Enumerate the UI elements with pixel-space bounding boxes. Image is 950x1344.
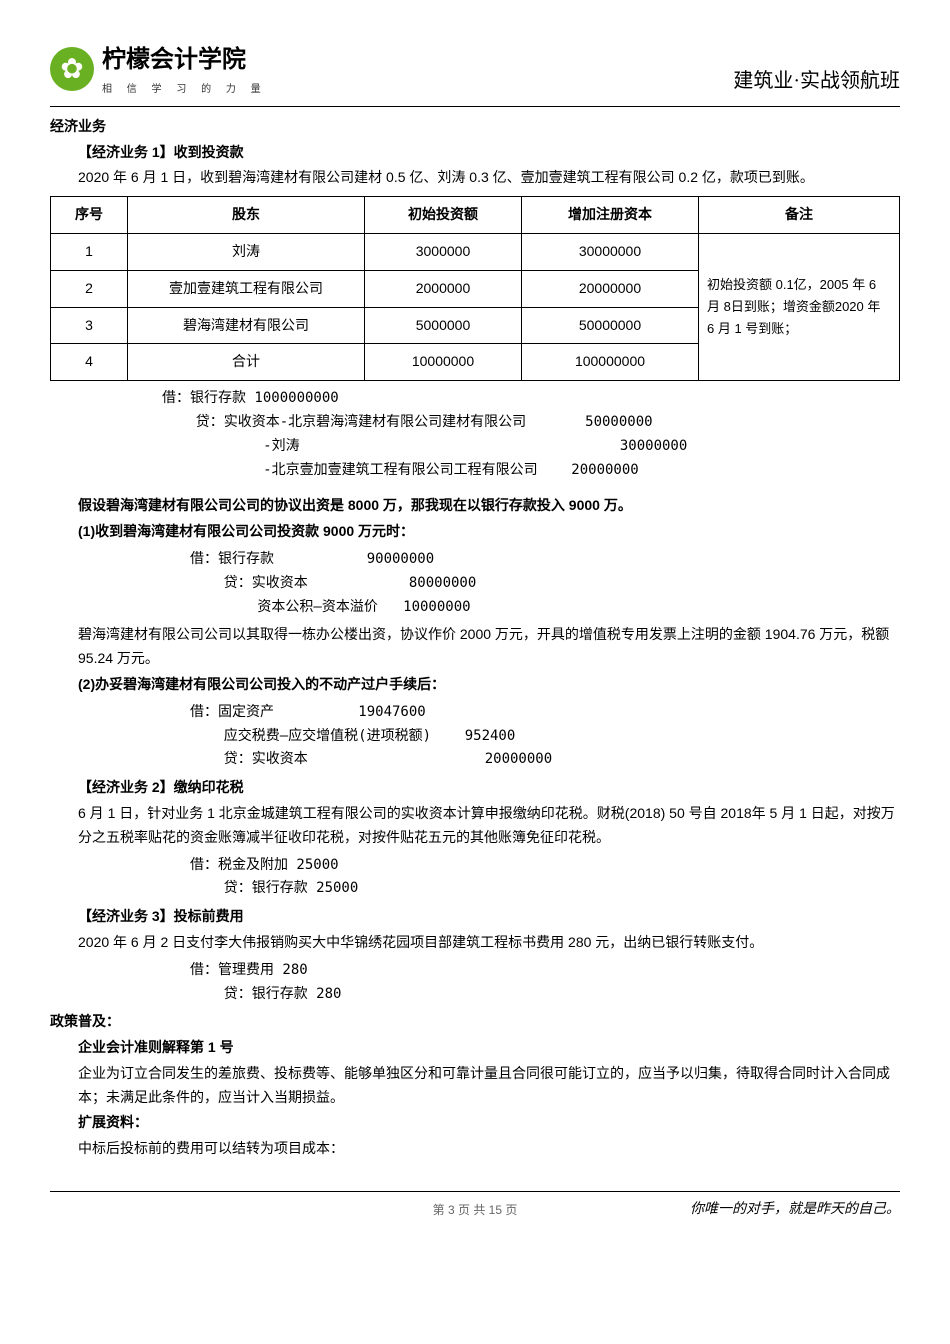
entry-line: 贷：实收资本 20000000 [190, 748, 900, 772]
entry-line: 贷：银行存款 280 [190, 983, 900, 1007]
cell: 合计 [128, 344, 365, 381]
cell: 1 [51, 233, 128, 270]
cell-remark: 初始投资额 0.1亿，2005 年 6 月 8日到账；增资金额2020 年 6 … [699, 233, 900, 380]
biz2-title: 【经济业务 2】缴纳印花税 [78, 776, 900, 800]
logo-text: 柠檬会计学院 相 信 学 习 的 力 量 [102, 40, 267, 98]
policy-ext-body: 中标后投标前的费用可以结转为项目成本： [78, 1137, 900, 1161]
th-increase: 增加注册资本 [522, 197, 699, 234]
policy-sub: 企业会计准则解释第 1 号 [78, 1036, 900, 1060]
entry-line: 借：银行存款 90000000 [190, 548, 900, 572]
page-footer: 第 3 页 共 15 页 你唯一的对手，就是昨天的自己。 [50, 1191, 900, 1222]
cell: 10000000 [365, 344, 522, 381]
entry-line: 借：管理费用 280 [190, 959, 900, 983]
entry-block-c: 借：固定资产 19047600 应交税费—应交增值税(进项税额) 952400 … [190, 701, 900, 772]
entry-block-d: 借：税金及附加 25000 贷：银行存款 25000 [190, 854, 900, 902]
entry-line: 借：税金及附加 25000 [190, 854, 900, 878]
policy-ext-title: 扩展资料： [78, 1111, 900, 1135]
entry-line: -刘涛 30000000 [162, 435, 900, 459]
biz1-sub1-title: (1)收到碧海湾建材有限公司公司投资款 9000 万元时： [78, 520, 900, 544]
biz1-sub2-title: (2)办妥碧海湾建材有限公司公司投入的不动产过户手续后： [78, 673, 900, 697]
cell: 20000000 [522, 270, 699, 307]
cell: 壹加壹建筑工程有限公司 [128, 270, 365, 307]
entry-line: 借：固定资产 19047600 [190, 701, 900, 725]
header-right: 建筑业·实战领航班 [733, 64, 900, 98]
entry-line: 借：银行存款 1000000000 [162, 387, 900, 411]
th-shareholder: 股东 [128, 197, 365, 234]
cell: 刘涛 [128, 233, 365, 270]
biz1-title: 【经济业务 1】收到投资款 [78, 141, 900, 165]
cell: 30000000 [522, 233, 699, 270]
entry-line: 资本公积—资本溢价 10000000 [190, 596, 900, 620]
entry-line: 贷：银行存款 25000 [190, 877, 900, 901]
cell: 50000000 [522, 307, 699, 344]
entry-block-a: 借：银行存款 1000000000 贷：实收资本-北京碧海湾建材有限公司建材有限… [50, 387, 900, 482]
cell: 碧海湾建材有限公司 [128, 307, 365, 344]
section-main-title: 经济业务 [50, 115, 900, 139]
entry-line: 应交税费—应交增值税(进项税额) 952400 [190, 725, 900, 749]
biz1-para-c: 碧海湾建材有限公司公司以其取得一栋办公楼出资，协议作价 2000 万元，开具的增… [78, 623, 900, 671]
policy-body: 企业为订立合同发生的差旅费、投标费等、能够单独区分和可靠计量且合同很可能订立的，… [78, 1062, 900, 1110]
biz3-desc: 2020 年 6 月 2 日支付李大伟报销购买大中华锦绣花园项目部建筑工程标书费… [78, 931, 900, 955]
cell: 3000000 [365, 233, 522, 270]
table-header-row: 序号 股东 初始投资额 增加注册资本 备注 [51, 197, 900, 234]
cell: 2 [51, 270, 128, 307]
logo-block: 柠檬会计学院 相 信 学 习 的 力 量 [50, 40, 267, 98]
biz1-assume: 假设碧海湾建材有限公司公司的协议出资是 8000 万，那我现在以银行存款投入 9… [50, 494, 900, 518]
page-header: 柠檬会计学院 相 信 学 习 的 力 量 建筑业·实战领航班 [50, 40, 900, 107]
footer-quote: 你唯一的对手，就是昨天的自己。 [617, 1198, 900, 1222]
cell: 4 [51, 344, 128, 381]
logo-icon [50, 47, 94, 91]
entry-line: 贷：实收资本-北京碧海湾建材有限公司建材有限公司 50000000 [162, 411, 900, 435]
biz1-desc: 2020 年 6 月 1 日，收到碧海湾建材有限公司建材 0.5 亿、刘涛 0.… [78, 166, 900, 190]
investment-table: 序号 股东 初始投资额 增加注册资本 备注 1 刘涛 3000000 30000… [50, 196, 900, 381]
biz2-desc: 6 月 1 日，针对业务 1 北京金城建筑工程有限公司的实收资本计算申报缴纳印花… [78, 802, 900, 850]
entry-block-b: 借：银行存款 90000000 贷：实收资本 80000000 资本公积—资本溢… [190, 548, 900, 619]
entry-block-e: 借：管理费用 280 贷：银行存款 280 [190, 959, 900, 1007]
entry-line: 贷：实收资本 80000000 [190, 572, 900, 596]
cell: 5000000 [365, 307, 522, 344]
policy-title: 政策普及： [50, 1010, 900, 1034]
th-seq: 序号 [51, 197, 128, 234]
cell: 100000000 [522, 344, 699, 381]
cell: 3 [51, 307, 128, 344]
page-number: 第 3 页 共 15 页 [333, 1200, 616, 1220]
table-row: 1 刘涛 3000000 30000000 初始投资额 0.1亿，2005 年 … [51, 233, 900, 270]
biz3-title: 【经济业务 3】投标前费用 [78, 905, 900, 929]
logo-subtitle: 相 信 学 习 的 力 量 [102, 81, 267, 98]
entry-line: -北京壹加壹建筑工程有限公司工程有限公司 20000000 [162, 459, 900, 483]
th-remark: 备注 [699, 197, 900, 234]
assume-text: 假设碧海湾建材有限公司公司的协议出资是 8000 万，那我现在以银行存款投入 9… [78, 497, 632, 513]
logo-title: 柠檬会计学院 [102, 40, 267, 81]
th-initial: 初始投资额 [365, 197, 522, 234]
cell: 2000000 [365, 270, 522, 307]
